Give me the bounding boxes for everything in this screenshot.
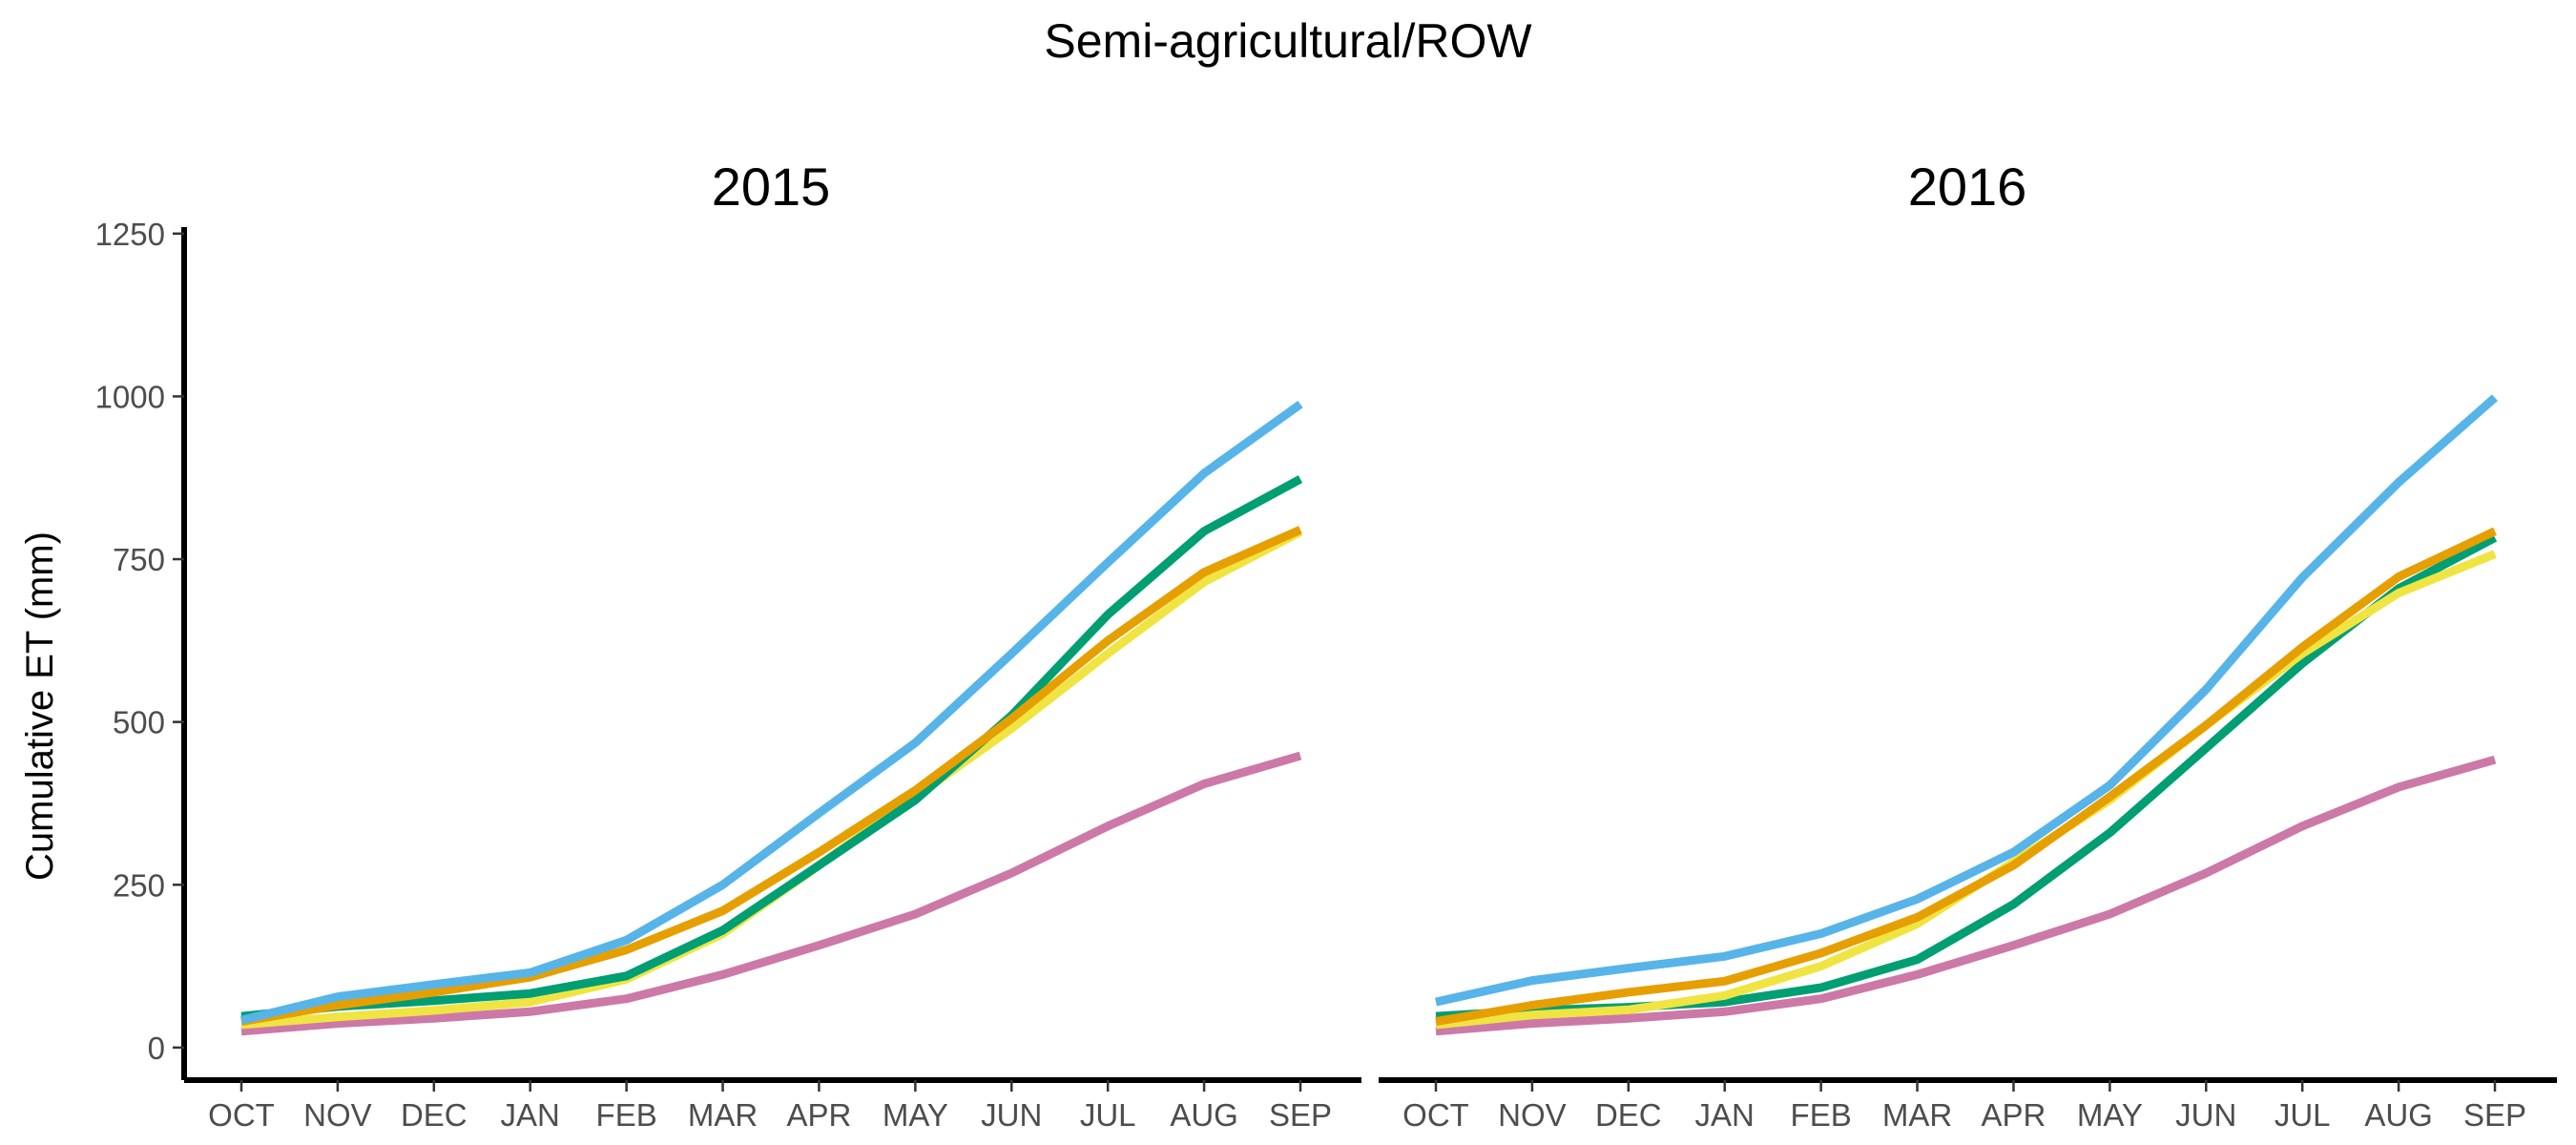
x-tick-label: NOV [1498,1097,1567,1133]
x-tick-label: OCT [1402,1097,1469,1133]
y-tick-label: 750 [113,542,165,577]
x-tick-label: JUN [2175,1097,2236,1133]
x-tick-label: MAR [688,1097,758,1133]
y-tick-label: 250 [113,867,165,903]
x-tick-label: MAY [883,1097,948,1133]
x-tick-label: AUG [1170,1097,1238,1133]
x-tick-label: FEB [596,1097,657,1133]
series-lines-2015 [239,400,1303,1036]
x-tick-label: MAR [1882,1097,1952,1133]
panel-2015: 2015 OCT NOV DEC JAN FEB MAR APR MAY JUN JUL AUG SE… [95,156,1361,1133]
chart-title: Semi-agricultural/ROW [1044,14,1532,68]
y-axis-title: Cumulative ET (mm) [19,531,61,881]
x-tick-label: FEB [1791,1097,1852,1133]
x-tick-label: APR [787,1097,852,1133]
x-tick-label: NOV [303,1097,372,1133]
y-tick-label: 0 [148,1030,165,1066]
x-tick-label: DEC [401,1097,467,1133]
x-tick-label: JUL [2275,1097,2331,1133]
axes-2016: OCT NOV DEC JAN FEB MAR APR MAY JUN JUL AUG SEP [1379,1077,2557,1133]
axes-2015: OCT NOV DEC JAN FEB MAR APR MAY JUN JUL AUG SEP 0 250… [95,217,1361,1133]
x-tick-label: SEP [1269,1097,1332,1133]
x-tick-label: JAN [501,1097,560,1133]
x-tick-label: APR [1982,1097,2046,1133]
x-tick-label: DEC [1595,1097,1662,1133]
y-tick-label: 500 [113,705,165,740]
panel-title-2016: 2016 [1908,156,2027,217]
x-tick-label: OCT [208,1097,275,1133]
series-line-5 [239,400,1303,1025]
series-line-5 [1435,394,2498,1007]
x-tick-label: SEP [2463,1097,2526,1133]
panel-2016: 2016 OCT NOV DEC JAN FEB MAR APR MAY JUN JUL AUG SE… [1379,156,2557,1133]
series-line-4 [240,526,1302,1027]
x-tick-label: AUG [2364,1097,2433,1133]
y-tick-label: 1250 [95,217,165,252]
series-line-1 [1435,755,2497,1036]
series-line-3 [240,475,1303,1021]
x-tick-label: JUN [981,1097,1042,1133]
x-tick-label: MAY [2077,1097,2143,1133]
series-line-1 [240,751,1302,1036]
series-line-4 [1435,527,2497,1027]
x-tick-label: JUL [1080,1097,1136,1133]
x-tick-label: JAN [1695,1097,1755,1133]
y-tick-label: 1000 [95,379,165,414]
series-lines-2016 [1435,394,2498,1036]
panel-title-2015: 2015 [712,156,831,217]
